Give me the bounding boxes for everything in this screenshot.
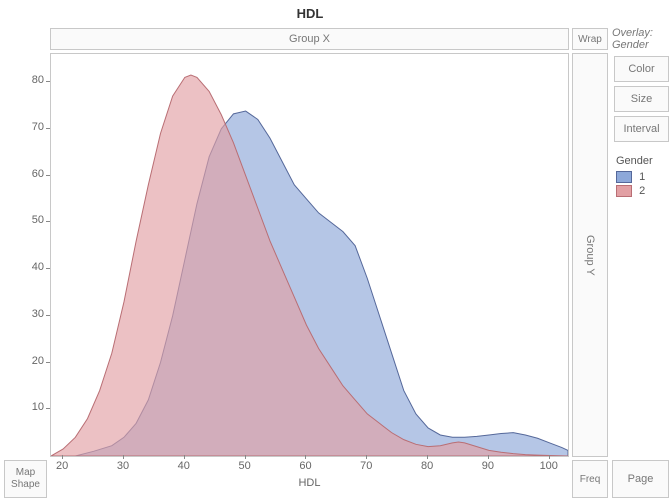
plot-area — [50, 53, 569, 457]
legend-title: Gender — [616, 155, 671, 167]
x-tick — [305, 455, 306, 459]
x-tick — [366, 455, 367, 459]
x-tick-label: 100 — [537, 460, 561, 472]
y-tick-label: 70 — [20, 121, 44, 133]
x-tick-label: 80 — [415, 460, 439, 472]
legend: Gender 1 2 — [616, 155, 671, 197]
legend-item: 2 — [616, 185, 671, 197]
x-tick-label: 70 — [354, 460, 378, 472]
y-tick — [46, 362, 50, 363]
x-tick — [245, 455, 246, 459]
map-shape-label-2: Shape — [11, 479, 40, 491]
x-axis-label: HDL — [50, 477, 569, 489]
size-button[interactable]: Size — [614, 86, 669, 112]
chart-title: HDL — [0, 6, 620, 21]
y-tick — [46, 268, 50, 269]
y-tick — [46, 315, 50, 316]
page-dropzone[interactable]: Page — [612, 460, 669, 498]
wrap-dropzone[interactable]: Wrap — [572, 28, 608, 50]
y-tick-label: 50 — [20, 214, 44, 226]
interval-button[interactable]: Interval — [614, 116, 669, 142]
x-tick — [427, 455, 428, 459]
x-tick — [184, 455, 185, 459]
y-tick — [46, 221, 50, 222]
legend-label-2: 2 — [639, 185, 645, 197]
y-tick-label: 60 — [20, 168, 44, 180]
y-tick-label: 80 — [20, 74, 44, 86]
group-y-label: Group Y — [584, 235, 596, 276]
y-tick-label: 30 — [20, 308, 44, 320]
group-y-dropzone[interactable]: Group Y — [572, 53, 608, 457]
overlay-label: Overlay: Gender — [612, 28, 670, 50]
legend-swatch-2 — [616, 185, 632, 197]
map-shape-label-1: Map — [16, 467, 35, 479]
map-shape-dropzone[interactable]: Map Shape — [4, 460, 47, 498]
y-tick — [46, 81, 50, 82]
y-tick — [46, 175, 50, 176]
color-button[interactable]: Color — [614, 56, 669, 82]
x-tick — [123, 455, 124, 459]
x-tick-label: 40 — [172, 460, 196, 472]
y-tick — [46, 128, 50, 129]
y-tick-label: 10 — [20, 401, 44, 413]
density-chart — [51, 54, 568, 456]
y-tick — [46, 408, 50, 409]
x-tick-label: 90 — [476, 460, 500, 472]
group-x-dropzone[interactable]: Group X — [50, 28, 569, 50]
freq-dropzone[interactable]: Freq — [572, 460, 608, 498]
x-tick-label: 50 — [233, 460, 257, 472]
x-tick-label: 60 — [293, 460, 317, 472]
x-tick-label: 20 — [50, 460, 74, 472]
y-tick-label: 40 — [20, 261, 44, 273]
legend-item: 1 — [616, 171, 671, 183]
x-tick — [62, 455, 63, 459]
x-tick-label: 30 — [111, 460, 135, 472]
legend-swatch-1 — [616, 171, 632, 183]
legend-label-1: 1 — [639, 171, 645, 183]
x-tick — [549, 455, 550, 459]
y-tick-label: 20 — [20, 355, 44, 367]
x-tick — [488, 455, 489, 459]
